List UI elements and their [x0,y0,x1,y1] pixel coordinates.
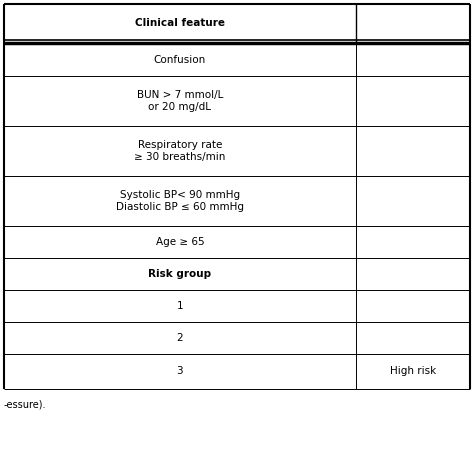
Text: Respiratory rate
≥ 30 breaths/min: Respiratory rate ≥ 30 breaths/min [134,140,226,162]
Text: -essure).: -essure). [4,400,46,410]
Text: Age ≥ 65: Age ≥ 65 [155,237,204,247]
Text: Systolic BP< 90 mmHg
Diastolic BP ≤ 60 mmHg: Systolic BP< 90 mmHg Diastolic BP ≤ 60 m… [116,190,244,212]
Text: 2: 2 [177,333,183,343]
Text: BUN > 7 mmol/L
or 20 mg/dL: BUN > 7 mmol/L or 20 mg/dL [137,90,223,112]
Text: Confusion: Confusion [154,55,206,65]
Text: Risk group: Risk group [148,269,211,279]
Text: Clinical feature: Clinical feature [135,18,225,28]
Text: 3: 3 [177,366,183,376]
Text: 1: 1 [177,301,183,311]
Text: High risk: High risk [390,366,436,376]
